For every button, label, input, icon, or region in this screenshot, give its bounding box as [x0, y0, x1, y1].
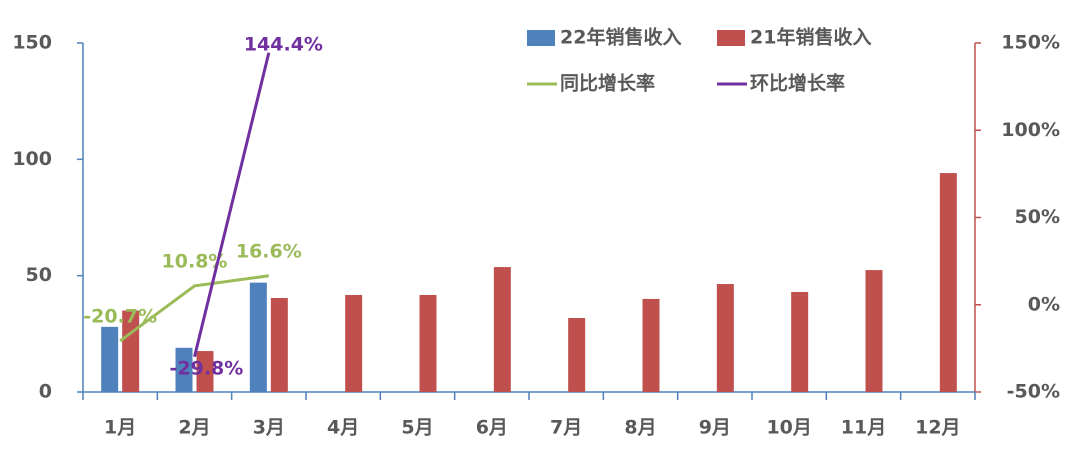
legend-swatch — [717, 30, 745, 46]
bar — [791, 291, 809, 392]
y-tick-label: 0 — [39, 381, 52, 403]
x-tick-label: 5月 — [401, 417, 433, 439]
data-label: -20.7% — [83, 305, 157, 327]
y2-tick-label: 0% — [1028, 293, 1060, 315]
y-tick-label: 150 — [12, 32, 52, 54]
bar — [345, 294, 363, 392]
data-label: -29.8% — [170, 357, 244, 379]
legend-label: 环比增长率 — [750, 72, 845, 95]
y2-tick-label: 100% — [1001, 119, 1060, 141]
y2-tick-label: 50% — [1015, 206, 1060, 228]
data-label: 144.4% — [244, 33, 323, 55]
legend-swatch — [527, 30, 555, 46]
bar — [716, 284, 734, 392]
y-tick-label: 50 — [26, 264, 52, 286]
bar — [568, 318, 586, 392]
y2-tick-label: -50% — [1007, 381, 1060, 403]
data-label: 10.8% — [162, 250, 228, 272]
x-tick-label: 2月 — [178, 417, 210, 439]
bar — [642, 298, 660, 392]
x-tick-label: 1月 — [104, 417, 136, 439]
bar — [493, 267, 511, 392]
bar — [939, 173, 957, 392]
x-tick-label: 3月 — [253, 417, 285, 439]
legend-label: 22年销售收入 — [560, 26, 681, 49]
line — [193, 52, 271, 358]
x-tick-label: 9月 — [699, 417, 731, 439]
y2-tick-label: 150% — [1001, 32, 1060, 54]
line — [119, 274, 270, 343]
legend-label: 同比增长率 — [560, 72, 655, 95]
x-tick-label: 6月 — [476, 417, 508, 439]
x-tick-label: 4月 — [327, 417, 359, 439]
bar — [101, 326, 119, 392]
bar — [419, 294, 437, 392]
x-tick-label: 12月 — [915, 417, 960, 439]
y-tick-label: 100 — [12, 148, 52, 170]
x-tick-label: 8月 — [624, 417, 656, 439]
bar — [865, 270, 883, 392]
x-tick-label: 10月 — [766, 417, 811, 439]
bar — [270, 298, 288, 392]
x-tick-label: 7月 — [550, 417, 582, 439]
bar — [175, 347, 193, 392]
bar — [249, 282, 267, 392]
legend-label: 21年销售收入 — [750, 26, 871, 49]
x-tick-label: 11月 — [841, 417, 886, 439]
data-label: 16.6% — [236, 240, 302, 262]
bar — [196, 351, 214, 392]
